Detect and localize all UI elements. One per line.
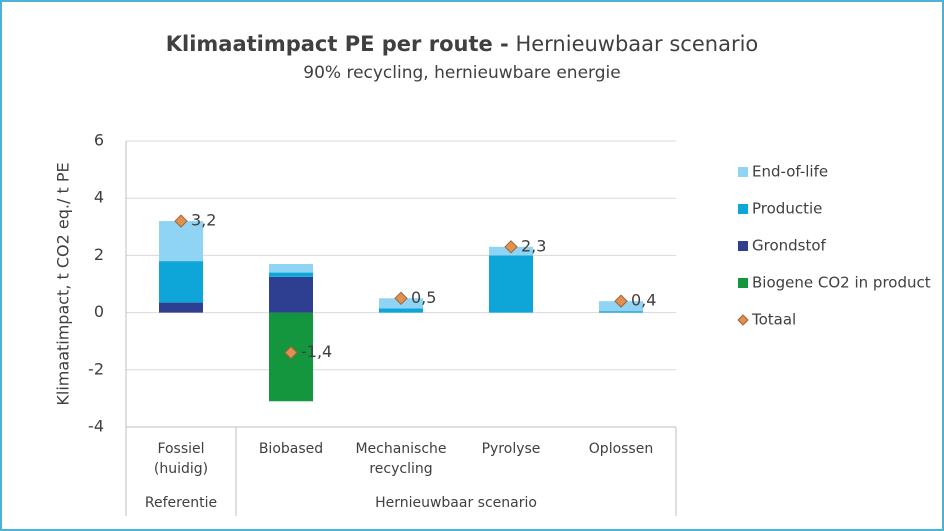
data-label: -1,4: [301, 342, 332, 361]
y-tick-label: 6: [94, 131, 104, 150]
y-tick-label: -4: [88, 417, 104, 436]
data-label: 0,5: [411, 288, 436, 307]
bar-segment: [269, 276, 313, 313]
legend-swatch: [738, 278, 748, 288]
x-tick-label: Mechanische recycling: [355, 441, 446, 477]
bar-segment: [489, 255, 533, 313]
legend-swatch: [738, 241, 748, 251]
data-label: 2,3: [521, 236, 546, 255]
x-tick-label: Biobased: [259, 441, 323, 457]
bar-segment: [269, 272, 313, 277]
group-label: Hernieuwbaar scenario: [375, 495, 537, 511]
x-tick-label: Fossiel (huidig): [154, 441, 208, 477]
legend-marker: [737, 314, 749, 326]
total-marker: [174, 214, 188, 228]
total-marker: [614, 294, 628, 308]
chart-title-line: Klimaatimpact PE per route - Hernieuwbaa…: [166, 32, 759, 56]
chart-subtitle: 90% recycling, hernieuwbare energie: [303, 63, 620, 83]
x-tick-label: Oplossen: [589, 441, 653, 457]
y-axis-label: Klimaatimpact, t CO2 eq./ t PE: [54, 162, 73, 405]
total-marker: [504, 240, 518, 254]
chart-title: Klimaatimpact PE per route -: [166, 32, 509, 56]
bar-segment: [379, 308, 423, 313]
legend-label: Grondstof: [752, 237, 827, 255]
y-tick-label: 4: [94, 188, 104, 207]
bar-segment: [159, 302, 203, 313]
bar-segment: [599, 311, 643, 313]
bar-segment: [159, 261, 203, 303]
legend-label: Totaal: [751, 311, 796, 329]
chart-title-suffix: Hernieuwbaar scenario: [515, 32, 758, 56]
y-tick-label: 0: [94, 302, 104, 321]
legend-label: Productie: [752, 200, 822, 218]
legend-label: Biogene CO2 in product: [752, 274, 931, 292]
data-label: 3,2: [191, 211, 216, 230]
bar-segment: [269, 263, 313, 273]
data-label: 0,4: [631, 291, 656, 310]
legend-swatch: [738, 204, 748, 214]
total-marker: [394, 291, 408, 306]
y-tick-label: -2: [88, 359, 104, 378]
legend-label: End-of-life: [752, 163, 828, 181]
group-label: Referentie: [145, 495, 217, 511]
total-marker: [284, 345, 298, 360]
x-tick-label: Pyrolyse: [482, 441, 541, 457]
y-tick-label: 2: [94, 245, 104, 264]
legend-swatch: [738, 167, 748, 177]
